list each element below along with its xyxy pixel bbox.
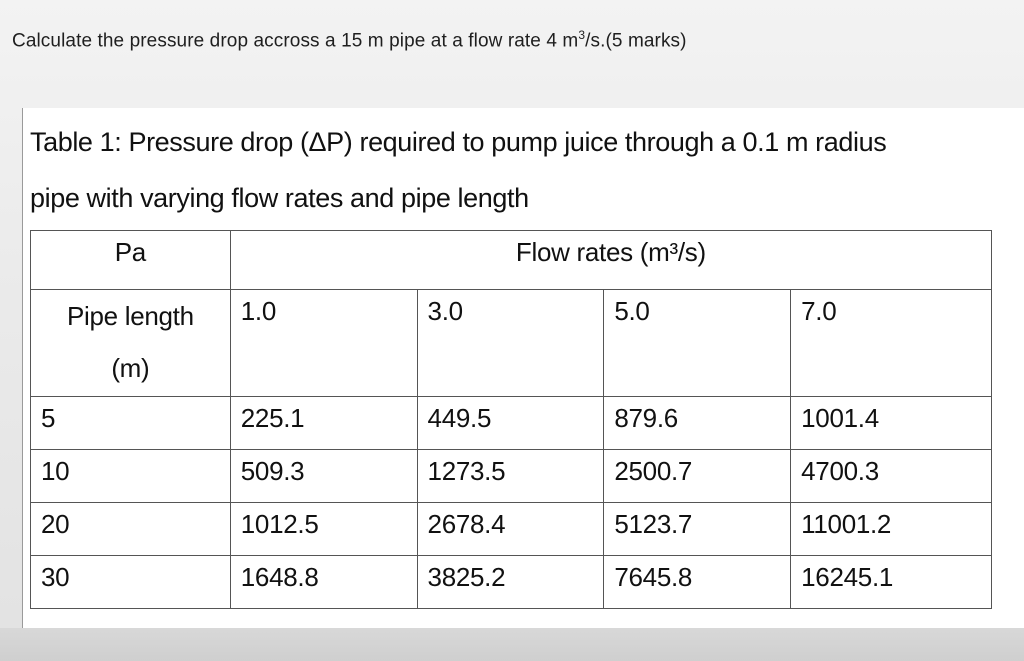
length-cell: 20 <box>30 502 231 556</box>
question-superscript: 3 <box>578 28 586 42</box>
table-header-row: Pa Flow rates (m³/s) <box>30 230 993 290</box>
corner-cell: Pa <box>30 230 231 290</box>
flow-rates-header: Flow rates (m³/s) <box>229 230 993 290</box>
bottom-band <box>0 628 1024 661</box>
question-text-tail: /s.(5 marks) <box>585 30 687 52</box>
question-text-main: Calculate the pressure drop accross a 15… <box>12 30 579 52</box>
table-caption: Table 1: Pressure drop (ΔP) required to … <box>30 114 1022 226</box>
pipe-length-header: Pipe length (m) <box>30 289 231 397</box>
value-cell: 16245.1 <box>790 555 992 609</box>
value-cell: 509.3 <box>229 449 418 503</box>
value-cell: 4700.3 <box>790 449 992 503</box>
value-cell: 1001.4 <box>790 396 992 450</box>
length-cell: 5 <box>30 396 231 450</box>
value-cell: 5123.7 <box>603 502 792 556</box>
value-cell: 1648.8 <box>229 555 418 609</box>
value-cell: 449.5 <box>416 396 605 450</box>
length-cell: 30 <box>30 555 231 609</box>
value-cell: 1273.5 <box>416 449 605 503</box>
value-cell: 7645.8 <box>603 555 792 609</box>
table-caption-line1: Table 1: Pressure drop (ΔP) required to … <box>30 127 887 157</box>
flow-rate-cell: 5.0 <box>603 289 792 397</box>
flow-rate-cell: 7.0 <box>790 289 992 397</box>
table-subheader-row: Pipe length (m) 1.0 3.0 5.0 7.0 <box>30 289 992 397</box>
value-cell: 879.6 <box>603 396 792 450</box>
flow-rate-cell: 1.0 <box>229 289 418 397</box>
value-cell: 225.1 <box>229 396 418 450</box>
table-row: 5 225.1 449.5 879.6 1001.4 <box>30 396 992 450</box>
pipe-length-unit: (m) <box>111 353 150 383</box>
flow-rate-cell: 3.0 <box>416 289 605 397</box>
pipe-length-label: Pipe length <box>66 301 194 331</box>
value-cell: 3825.2 <box>416 555 605 609</box>
table-caption-line2: pipe with varying flow rates and pipe le… <box>30 183 529 213</box>
table-row: 20 1012.5 2678.4 5123.7 11001.2 <box>30 502 992 556</box>
length-cell: 10 <box>30 449 231 503</box>
table-row: 30 1648.8 3825.2 7645.8 16245.1 <box>30 555 992 609</box>
question-text: Calculate the pressure drop accross a 15… <box>12 28 687 52</box>
value-cell: 1012.5 <box>229 502 418 556</box>
pressure-drop-table: Pa Flow rates (m³/s) Pipe length (m) 1.0… <box>30 230 993 609</box>
value-cell: 11001.2 <box>790 502 992 556</box>
value-cell: 2678.4 <box>416 502 605 556</box>
value-cell: 2500.7 <box>603 449 792 503</box>
table-row: 10 509.3 1273.5 2500.7 4700.3 <box>30 449 992 503</box>
